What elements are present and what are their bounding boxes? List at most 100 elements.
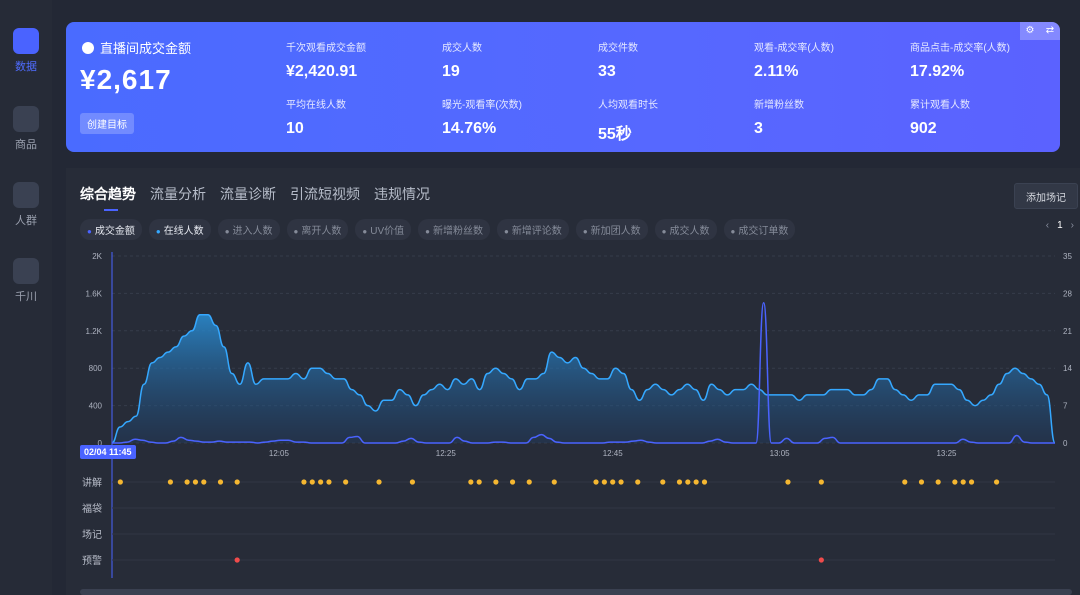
lane-event-dot[interactable] [493, 479, 499, 485]
time-cursor-label[interactable]: 02/04 11:45 [80, 445, 136, 459]
y-left-tick-label: 2K [92, 252, 102, 261]
lane-event-dot[interactable] [167, 479, 174, 485]
metric-view-conversion: 观看-成交率(人数) 2.11% [754, 43, 834, 80]
lane-event-dot[interactable] [818, 557, 824, 563]
metric-exposure-view: 曝光-观看率(次数) 14.76% [442, 100, 522, 137]
chip-orders[interactable]: 成交订单数 [723, 219, 796, 240]
lane-event-dot[interactable] [952, 479, 958, 485]
y-right-tick-label: 21 [1063, 327, 1072, 336]
chip-gmv[interactable]: 成交金额 [80, 219, 142, 240]
lane-event-dot[interactable] [635, 479, 641, 485]
y-right-tick-label: 28 [1063, 289, 1072, 298]
chip-leave[interactable]: 离开人数 [286, 219, 349, 240]
lane-event-dot[interactable] [476, 479, 482, 485]
tab-traffic-diagnosis[interactable]: 流量诊断 [220, 186, 276, 202]
sidebar-item-label: 人群 [15, 215, 37, 227]
tab-overall-trend[interactable]: 综合趋势 [80, 186, 136, 211]
gmv-amount: ¥2,617 [80, 64, 172, 95]
lane-event-dot[interactable] [326, 479, 332, 485]
lane-event-dot[interactable] [234, 557, 240, 563]
lane-event-dot[interactable] [693, 479, 699, 485]
lane-event-dot[interactable] [785, 479, 791, 485]
metric-watch-time: 人均观看时长 55秒 [598, 100, 658, 143]
lane-event-dot[interactable] [660, 479, 666, 485]
sidebar-item-data[interactable]: 数据 [0, 28, 52, 74]
gear-icon[interactable]: ⚙ [1020, 22, 1040, 40]
chevron-right-icon[interactable]: › [1070, 220, 1074, 231]
sidebar: 数据 商品 人群 千川 [0, 0, 52, 595]
chip-new-comments[interactable]: 新增评论数 [496, 219, 569, 240]
lane-event-dot[interactable] [701, 479, 708, 485]
lane-label: 预警 [82, 554, 102, 567]
lane-event-dot[interactable] [968, 479, 975, 485]
lane-event-dot[interactable] [301, 479, 307, 485]
lane-event-dot[interactable] [593, 479, 599, 485]
chip-new-fans[interactable]: 新增粉丝数 [418, 219, 490, 240]
series-line-online [111, 314, 1056, 444]
lane-event-dot[interactable] [376, 479, 382, 485]
lane-event-dot[interactable] [676, 479, 683, 485]
y-right-tick-label: 7 [1063, 402, 1068, 411]
sidebar-item-label: 数据 [15, 61, 37, 73]
y-right-tick-label: 35 [1063, 252, 1072, 261]
tab-short-video[interactable]: 引流短视频 [290, 186, 360, 202]
page-number: 1 [1057, 220, 1063, 231]
tab-violations[interactable]: 违规情况 [374, 186, 430, 202]
chip-buyers[interactable]: 成交人数 [654, 219, 717, 240]
timeline-scrollbar[interactable] [80, 589, 1072, 595]
lane-event-dot[interactable] [343, 479, 349, 485]
lane-event-dot[interactable] [526, 479, 532, 485]
sidebar-item-goods[interactable]: 商品 [0, 106, 52, 152]
summary-title-text: 直播间成交金额 [100, 41, 192, 56]
lane-event-dot[interactable] [601, 479, 607, 485]
lane-event-dot[interactable] [610, 479, 616, 485]
y-left-tick-label: 1.6K [86, 289, 103, 298]
chip-uv-value[interactable]: UV价值 [355, 219, 412, 240]
chip-new-group[interactable]: 新加团人数 [575, 219, 648, 240]
series-line-gmv [112, 301, 1055, 444]
lane-event-dot[interactable] [184, 479, 190, 485]
add-note-button[interactable]: 添加场记 [1014, 183, 1078, 209]
y-right-tick-label: 14 [1063, 364, 1072, 373]
x-tick-label: 13:25 [936, 449, 957, 458]
lane-event-dot[interactable] [618, 479, 624, 485]
lane-event-dot[interactable] [918, 479, 925, 485]
lane-event-dot[interactable] [217, 479, 224, 485]
lane-event-dot[interactable] [309, 479, 315, 485]
lane-event-dot[interactable] [318, 479, 324, 485]
summary-tools: ⚙ ⇄ [1020, 22, 1060, 40]
lane-event-dot[interactable] [993, 479, 1000, 485]
metric-buyers: 成交人数 19 [442, 43, 482, 80]
x-tick-label: 12:25 [436, 449, 457, 458]
audience-icon [13, 182, 39, 208]
lane-event-dot[interactable] [468, 479, 474, 485]
lane-event-dot[interactable] [192, 479, 199, 485]
lane-event-dot[interactable] [685, 479, 691, 485]
lane-event-dot[interactable] [117, 479, 123, 485]
chevron-left-icon[interactable]: ‹ [1045, 220, 1050, 231]
lane-event-dot[interactable] [935, 479, 941, 485]
lane-label: 场记 [82, 528, 102, 541]
lane-event-dot[interactable] [234, 479, 240, 485]
lane-event-dot[interactable] [201, 479, 207, 485]
create-goal-button[interactable]: 创建目标 [80, 113, 134, 134]
tab-traffic-analysis[interactable]: 流量分析 [150, 186, 206, 202]
sidebar-item-label: 千川 [15, 291, 37, 303]
lane-event-dot[interactable] [902, 479, 908, 485]
lane-event-dot[interactable] [960, 479, 966, 485]
chip-enter[interactable]: 进入人数 [217, 219, 280, 240]
sidebar-item-qianchuan[interactable]: 千川 [0, 258, 52, 304]
lane-event-dot[interactable] [509, 479, 516, 485]
shopping-cart-icon [13, 106, 39, 132]
swap-icon[interactable]: ⇄ [1040, 22, 1060, 40]
y-left-tick-label: 400 [89, 402, 103, 411]
data-screen-icon [13, 28, 39, 54]
online-area [112, 314, 1055, 443]
lane-event-dot[interactable] [409, 479, 416, 485]
info-icon [82, 41, 94, 54]
lane-event-dot[interactable] [818, 479, 824, 485]
lane-event-dot[interactable] [551, 479, 557, 485]
chip-online[interactable]: 在线人数 [148, 219, 211, 240]
sidebar-item-audience[interactable]: 人群 [0, 182, 52, 228]
